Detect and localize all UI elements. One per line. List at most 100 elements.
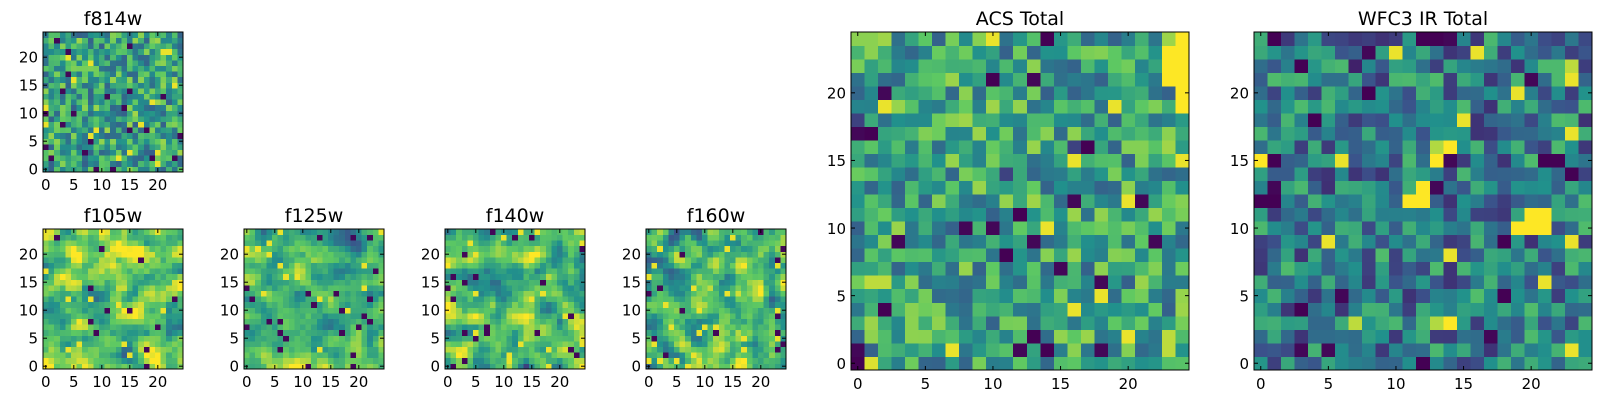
heatmap-cell (361, 357, 368, 364)
heatmap-cell (138, 54, 145, 61)
heatmap-cell (707, 318, 714, 325)
heatmap-cell (696, 229, 703, 235)
heatmap-cell (115, 155, 122, 162)
heatmap-cell (43, 285, 49, 291)
heatmap-cell (478, 290, 485, 297)
heatmap-cell (1524, 167, 1539, 182)
heatmap-cell (752, 229, 759, 235)
heatmap-cell (690, 296, 697, 303)
heatmap-cell (76, 324, 83, 331)
heatmap-cell (1564, 59, 1579, 73)
heatmap-cell (54, 262, 61, 269)
heatmap-cell (76, 329, 83, 336)
heatmap-cell (54, 279, 61, 286)
heatmap-cell (657, 268, 664, 275)
heatmap-cell (65, 54, 72, 61)
heatmap-cell (741, 335, 748, 342)
heatmap-cell (752, 290, 759, 297)
heatmap-cell (249, 296, 256, 303)
heatmap-cell (1321, 248, 1336, 263)
heatmap-cell (690, 285, 697, 291)
heatmap-cell (59, 54, 66, 61)
heatmap-cell (769, 301, 776, 308)
heatmap-cell (104, 166, 111, 173)
heatmap-cell (679, 229, 686, 235)
heatmap-cell (149, 82, 156, 89)
heatmap-cell (651, 352, 658, 359)
heatmap-cell (311, 346, 318, 353)
heatmap-cell (1389, 86, 1404, 100)
heatmap-cell (484, 346, 491, 353)
heatmap-cell (746, 240, 753, 247)
heatmap-cell (65, 76, 72, 83)
heatmap-cell (774, 335, 781, 342)
heatmap-cell (356, 245, 362, 252)
heatmap-cell (121, 76, 128, 83)
heatmap-cell (59, 48, 66, 55)
heatmap-cell (115, 268, 122, 275)
heatmap-cell (1456, 342, 1471, 357)
heatmap-cell (160, 116, 167, 122)
heatmap-cell (746, 251, 753, 258)
heatmap-cell (87, 273, 94, 280)
heatmap-cell (891, 288, 906, 303)
heatmap-cell (1375, 194, 1390, 209)
heatmap-cell (1456, 207, 1471, 222)
heatmap-cell (1402, 126, 1417, 141)
heatmap-cell (1067, 194, 1082, 209)
heatmap-cell (121, 285, 128, 291)
heatmap-cell (674, 341, 680, 347)
heatmap-cell (1294, 288, 1309, 303)
heatmap-cell (512, 301, 519, 308)
heatmap-cell (851, 356, 865, 371)
heatmap-cell (65, 307, 72, 314)
heatmap-cell (121, 132, 128, 139)
heatmap-cell (104, 149, 111, 156)
heatmap-cell (99, 324, 105, 331)
heatmap-cell (495, 268, 502, 275)
heatmap-cell (495, 234, 502, 241)
y-tick-label: 20 (19, 49, 38, 67)
heatmap-cell (87, 127, 94, 134)
heatmap-cell (489, 346, 496, 353)
heatmap-cell (1254, 288, 1268, 303)
heatmap-cell (780, 352, 787, 359)
heatmap-cell (277, 268, 284, 275)
heatmap-cell (311, 245, 318, 252)
heatmap-cell (1429, 302, 1444, 317)
heatmap-cell (545, 240, 552, 247)
heatmap-cell (283, 296, 290, 303)
heatmap-cell (110, 99, 117, 106)
heatmap-cell (1254, 180, 1268, 195)
heatmap-cell (579, 245, 586, 252)
heatmap-cell (149, 127, 156, 134)
heatmap-cell (115, 335, 122, 342)
heatmap-cell (1080, 221, 1095, 236)
heatmap-cell (149, 149, 156, 156)
heatmap-cell (48, 335, 55, 342)
heatmap-cell (311, 324, 318, 331)
heatmap-cell (311, 268, 318, 275)
heatmap-cell (696, 307, 703, 314)
heatmap-cell (82, 285, 89, 291)
heatmap-cell (305, 363, 312, 370)
heatmap-cell (1040, 32, 1055, 46)
heatmap-cell (501, 318, 507, 325)
heatmap-cell (905, 45, 919, 60)
heatmap-cell (851, 288, 865, 303)
heatmap-cell (506, 301, 513, 308)
heatmap-cell (1456, 113, 1471, 127)
heatmap-cell (1348, 126, 1363, 141)
heatmap-cell (1348, 86, 1363, 100)
heatmap-cell (244, 313, 250, 319)
heatmap-cell (87, 318, 94, 325)
heatmap-cell (851, 234, 865, 249)
heatmap-cell (372, 324, 379, 331)
heatmap-cell (121, 273, 128, 280)
heatmap-cell (87, 121, 94, 128)
heatmap-cell (1524, 72, 1539, 87)
heatmap-cell (478, 341, 485, 347)
heatmap-cell (495, 335, 502, 342)
heatmap-cell (696, 363, 703, 370)
